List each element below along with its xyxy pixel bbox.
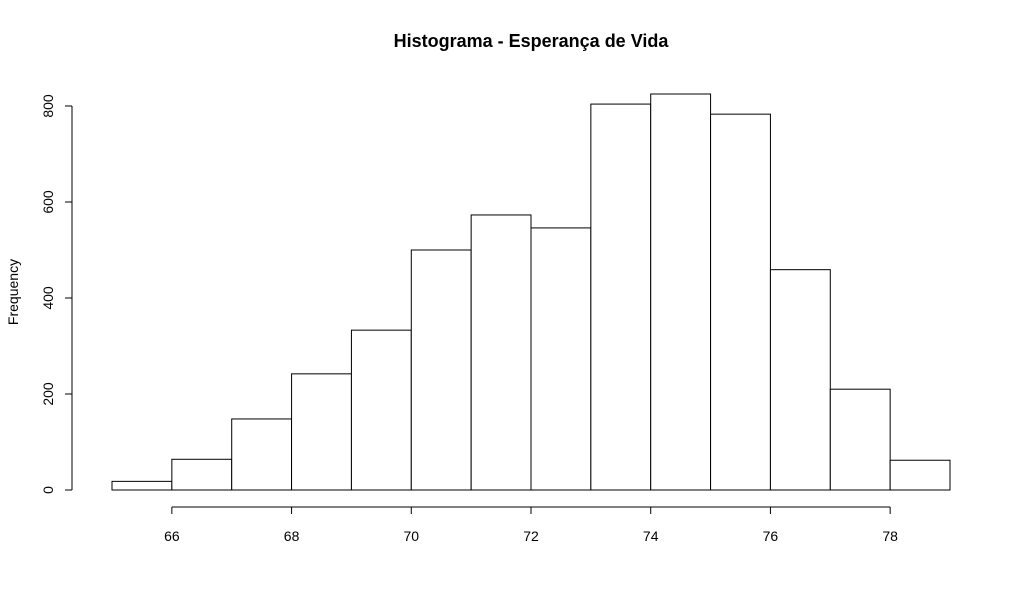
x-tick-label: 72 (523, 528, 539, 544)
histogram-bar (410, 249, 472, 491)
histogram-bar (889, 459, 951, 491)
x-tick-label: 76 (763, 528, 779, 544)
x-tick-label: 78 (882, 528, 898, 544)
y-axis: 0 200 400 600 800 (40, 94, 73, 494)
histogram-bar (710, 113, 771, 491)
histogram-bar (171, 458, 233, 491)
histogram-bar (769, 269, 831, 491)
x-tick-label: 70 (403, 528, 419, 544)
histogram-bar (650, 93, 712, 491)
x-tick-label: 74 (643, 528, 659, 544)
x-tick-label: 68 (284, 528, 300, 544)
x-tick-label: 66 (164, 528, 180, 544)
y-axis-label: Frequency (5, 259, 21, 325)
x-axis: 66 68 70 72 74 76 78 (164, 506, 898, 544)
y-tick-label: 400 (40, 286, 56, 310)
histogram-bar (470, 214, 532, 491)
y-tick-label: 200 (40, 382, 56, 406)
histogram-bar (291, 373, 352, 491)
histogram-bar (530, 227, 592, 491)
bars-group (111, 93, 951, 491)
y-tick-label: 0 (40, 486, 56, 494)
histogram-bar (590, 103, 652, 491)
chart-title: Histograma - Esperança de Vida (394, 31, 670, 51)
y-tick-label: 600 (40, 190, 56, 214)
histogram-bar (829, 388, 891, 491)
histogram-bar (231, 418, 293, 491)
histogram-bar (350, 329, 412, 491)
y-tick-label: 800 (40, 94, 56, 118)
histogram-bar (111, 480, 173, 491)
